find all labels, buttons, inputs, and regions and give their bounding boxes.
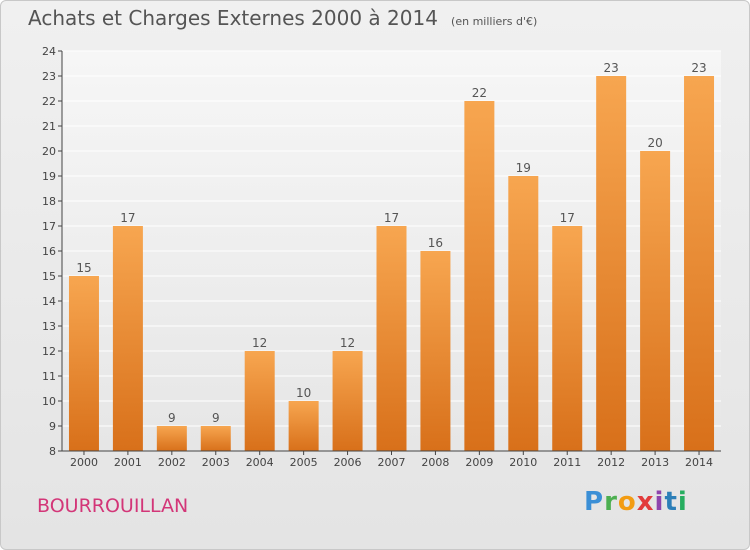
data-label: 20: [647, 136, 662, 150]
y-tick-label: 9: [49, 420, 56, 433]
y-tick-label: 12: [42, 345, 56, 358]
bar: [376, 226, 407, 451]
bar: [420, 251, 451, 451]
bar: [156, 426, 187, 451]
data-label: 22: [472, 86, 487, 100]
y-tick-label: 13: [42, 320, 56, 333]
bar: [200, 426, 231, 451]
y-tick-label: 17: [42, 220, 56, 233]
data-label: 23: [691, 61, 706, 75]
bar: [596, 76, 627, 451]
y-tick-label: 14: [42, 295, 56, 308]
data-label: 9: [168, 411, 176, 425]
bar: [552, 226, 583, 451]
bar: [68, 276, 99, 451]
x-tick-label: 2004: [246, 456, 274, 469]
x-tick-label: 2002: [158, 456, 186, 469]
x-tick-label: 2006: [334, 456, 362, 469]
bar: [684, 76, 715, 451]
chart-title: Achats et Charges Externes 2000 à 2014 (…: [28, 6, 537, 30]
y-tick-label: 20: [42, 145, 56, 158]
y-tick-label: 11: [42, 370, 56, 383]
bar: [508, 176, 539, 451]
y-tick-label: 22: [42, 95, 56, 108]
bar: [244, 351, 275, 451]
data-label: 15: [76, 261, 91, 275]
y-tick-label: 24: [42, 45, 56, 58]
data-label: 23: [604, 61, 619, 75]
data-label: 17: [560, 211, 575, 225]
y-tick-label: 10: [42, 395, 56, 408]
bar: [640, 151, 671, 451]
x-tick-label: 2008: [421, 456, 449, 469]
bar: [464, 101, 495, 451]
x-tick-label: 2007: [378, 456, 406, 469]
y-tick-label: 19: [42, 170, 56, 183]
x-tick-label: 2001: [114, 456, 142, 469]
x-tick-label: 2010: [509, 456, 537, 469]
x-tick-label: 2011: [553, 456, 581, 469]
x-tick-label: 2000: [70, 456, 98, 469]
y-tick-label: 23: [42, 70, 56, 83]
data-label: 12: [340, 336, 355, 350]
x-tick-label: 2012: [597, 456, 625, 469]
data-label: 12: [252, 336, 267, 350]
proxiti-logo: Proxiti: [584, 487, 688, 517]
x-tick-label: 2013: [641, 456, 669, 469]
data-label: 17: [120, 211, 135, 225]
y-tick-label: 16: [42, 245, 56, 258]
y-tick-label: 18: [42, 195, 56, 208]
unit-text: (en milliers d'€): [451, 15, 538, 28]
y-tick-label: 8: [49, 445, 56, 458]
x-tick-label: 2003: [202, 456, 230, 469]
y-tick-label: 21: [42, 120, 56, 133]
data-label: 17: [384, 211, 399, 225]
x-tick-label: 2009: [465, 456, 493, 469]
bar: [288, 401, 319, 451]
data-label: 9: [212, 411, 220, 425]
data-label: 16: [428, 236, 443, 250]
x-tick-label: 2014: [685, 456, 713, 469]
title-text: Achats et Charges Externes 2000 à 2014: [28, 6, 438, 30]
bar: [332, 351, 363, 451]
bar: [112, 226, 143, 451]
y-tick-label: 15: [42, 270, 56, 283]
data-label: 10: [296, 386, 311, 400]
data-label: 19: [516, 161, 531, 175]
x-tick-label: 2005: [290, 456, 318, 469]
commune-name: BOURROUILLAN: [37, 495, 189, 517]
